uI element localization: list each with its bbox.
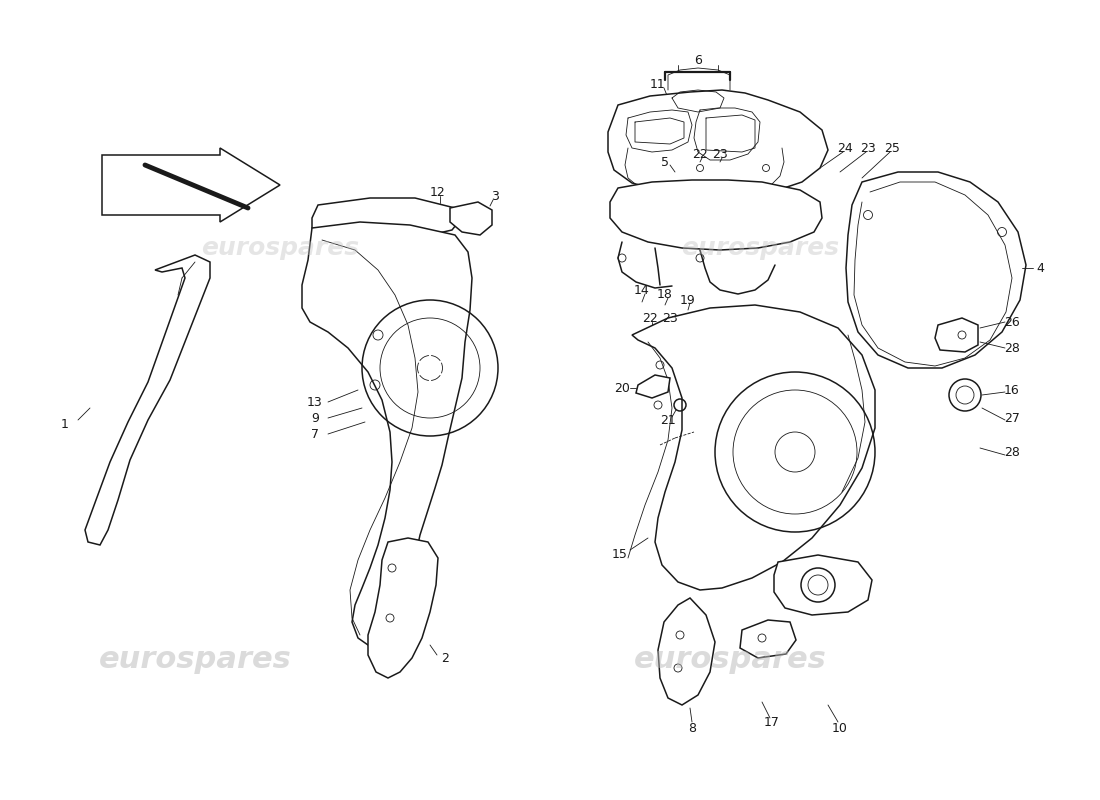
Polygon shape [636, 375, 670, 398]
Text: 23: 23 [860, 142, 876, 154]
Text: 15: 15 [612, 549, 628, 562]
Text: eurospares: eurospares [201, 236, 359, 260]
Text: 22: 22 [642, 311, 658, 325]
Text: 5: 5 [661, 155, 669, 169]
Text: 7: 7 [311, 427, 319, 441]
Text: 1: 1 [62, 418, 69, 431]
Text: 13: 13 [307, 395, 323, 409]
Polygon shape [740, 620, 796, 658]
Text: 12: 12 [430, 186, 446, 198]
Text: 21: 21 [660, 414, 675, 426]
Text: 24: 24 [837, 142, 852, 154]
Polygon shape [774, 555, 872, 615]
Text: 20: 20 [614, 382, 630, 394]
Text: 27: 27 [1004, 411, 1020, 425]
Text: 14: 14 [634, 283, 650, 297]
Text: 18: 18 [657, 289, 673, 302]
Polygon shape [632, 305, 875, 590]
Text: 28: 28 [1004, 342, 1020, 354]
Text: 2: 2 [441, 651, 449, 665]
Text: 23: 23 [712, 149, 728, 162]
Polygon shape [450, 202, 492, 235]
Text: 10: 10 [832, 722, 848, 734]
Polygon shape [312, 198, 460, 235]
Polygon shape [302, 222, 472, 645]
Polygon shape [368, 538, 438, 678]
Polygon shape [610, 180, 822, 250]
Polygon shape [935, 318, 978, 352]
Polygon shape [608, 90, 828, 196]
Text: 22: 22 [692, 149, 708, 162]
Text: 8: 8 [688, 722, 696, 734]
Polygon shape [85, 255, 210, 545]
Text: eurospares: eurospares [99, 646, 292, 674]
Text: 16: 16 [1004, 383, 1020, 397]
Text: eurospares: eurospares [681, 236, 839, 260]
Text: 6: 6 [694, 54, 702, 66]
Text: eurospares: eurospares [634, 646, 826, 674]
Polygon shape [102, 148, 280, 222]
Text: 4: 4 [1036, 262, 1044, 274]
Text: 9: 9 [311, 411, 319, 425]
Polygon shape [658, 598, 715, 705]
Text: 19: 19 [680, 294, 696, 306]
Text: 28: 28 [1004, 446, 1020, 458]
Text: 23: 23 [662, 311, 678, 325]
Text: 26: 26 [1004, 315, 1020, 329]
Text: 11: 11 [650, 78, 666, 91]
Text: 25: 25 [884, 142, 900, 154]
Polygon shape [846, 172, 1026, 368]
Text: 17: 17 [764, 715, 780, 729]
Text: 3: 3 [491, 190, 499, 202]
